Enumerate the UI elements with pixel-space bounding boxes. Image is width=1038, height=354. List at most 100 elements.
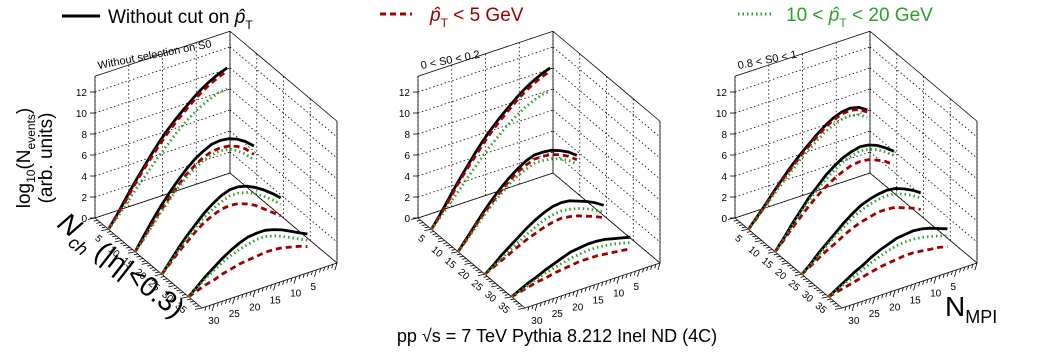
legend: Without cut on p̂T p̂T < 5 GeV 10 < p̂T …: [62, 5, 933, 32]
frame-floor-back: [734, 172, 871, 219]
x-tick: [302, 273, 305, 279]
depth-tick: [787, 264, 792, 267]
series-line-nch35-dotted: [510, 241, 631, 298]
x-tick: [971, 264, 974, 269]
depth-tick: [123, 244, 128, 247]
x-tick: [657, 262, 661, 271]
depth-tick: [491, 285, 499, 288]
x-tick: [527, 306, 530, 311]
depth-tick: [448, 246, 453, 249]
depth-tick: [106, 231, 112, 233]
depth-tick: [819, 291, 824, 294]
x-tick: [856, 302, 859, 307]
depth-tick: [768, 249, 773, 251]
x-tick: [319, 268, 322, 273]
x-tick: [950, 271, 953, 276]
depth-tick: [733, 219, 738, 222]
x-tick: [629, 272, 632, 277]
x-tick: [584, 287, 587, 292]
depth-tick: [96, 222, 101, 224]
series-line-nch15-dashed: [773, 158, 895, 253]
x-tick: [642, 268, 645, 273]
depth-tick: [93, 219, 98, 222]
depth-tick: [168, 282, 173, 285]
depth-tick: [128, 249, 133, 251]
series-line-nch25-dotted: [160, 190, 282, 276]
depth-tick: [488, 280, 493, 283]
x-tick: [298, 275, 301, 280]
depth-tick: [443, 242, 448, 244]
x-tick-label: 20: [249, 302, 261, 313]
depth-tick: [154, 273, 162, 277]
grid-right-wall: [229, 130, 338, 222]
x-tick: [534, 303, 538, 312]
depth-tick: [424, 228, 432, 232]
depth-tick-label: 20: [773, 267, 789, 283]
frame-top-right: [229, 30, 338, 122]
grid-left-wall: [417, 109, 554, 156]
x-tick: [869, 298, 872, 303]
z-tick-label: 4: [404, 172, 410, 183]
depth-tick-label: 5: [92, 233, 104, 245]
depth-tick: [421, 224, 427, 226]
panel-title: 0 < S0 < 0.2: [420, 49, 481, 72]
z-tick-label: 0: [81, 214, 87, 225]
depth-tick: [456, 253, 461, 256]
x-tick: [564, 294, 567, 299]
depth-tick-label: 20: [456, 267, 472, 283]
x-tick: [552, 298, 555, 303]
depth-tick-label: 15: [442, 256, 458, 272]
z-tick-label: 10: [716, 109, 728, 120]
series-line-nch35-solid: [187, 228, 308, 298]
depth-tick: [432, 233, 437, 235]
frame-top-right: [869, 30, 978, 122]
depth-tick: [165, 280, 170, 283]
x-tick: [592, 284, 595, 289]
depth-tick: [792, 269, 797, 271]
series-line-nch35-dashed: [827, 245, 948, 299]
series-line-nch35-solid: [510, 235, 631, 298]
series-line-nch35-solid: [827, 226, 948, 298]
x-tick: [273, 283, 277, 291]
depth-tick: [763, 244, 768, 247]
z-tick-label: 12: [716, 88, 728, 99]
series-line-nch5-dashed: [107, 69, 229, 231]
x-tick: [851, 303, 855, 312]
depth-tick: [765, 246, 770, 249]
x-tick: [331, 264, 334, 269]
depth-tick: [424, 226, 429, 229]
depth-tick-label: 10: [429, 244, 445, 260]
depth-tick: [101, 226, 106, 229]
series-line-nch15-dashed: [133, 144, 255, 253]
x-tick: [959, 268, 962, 273]
x-tick: [539, 302, 542, 307]
series-line-nch15-dotted: [773, 147, 895, 253]
depth-tick: [477, 273, 485, 277]
x-tick-label: 20: [572, 302, 584, 313]
x-tick: [646, 266, 649, 272]
x-tick-label: 25: [869, 309, 881, 320]
depth-tick: [192, 303, 197, 305]
depth-tick-label: 5: [732, 233, 744, 245]
frame-top-right: [552, 30, 661, 122]
grid-right-wall: [552, 67, 661, 159]
depth-tick: [464, 262, 472, 265]
series-line-nch25-solid: [483, 199, 605, 276]
depth-tick: [754, 240, 762, 243]
depth-tick: [794, 273, 802, 277]
depth-tick: [738, 224, 744, 226]
x-tick: [913, 283, 917, 291]
depth-tick: [808, 285, 816, 288]
z-tick-label: 10: [399, 109, 411, 120]
x-tick: [543, 301, 546, 306]
x-tick-label: 5: [311, 282, 317, 293]
depth-tick-label: 25: [786, 278, 802, 294]
depth-tick: [189, 300, 195, 303]
z-tick-label: 4: [81, 172, 87, 183]
depth-tick: [141, 260, 146, 262]
z-tick-label: 2: [81, 193, 87, 204]
x-tick-label: 30: [208, 316, 220, 327]
x-tick: [601, 281, 604, 287]
x-tick: [282, 280, 285, 285]
x-tick: [252, 290, 256, 298]
